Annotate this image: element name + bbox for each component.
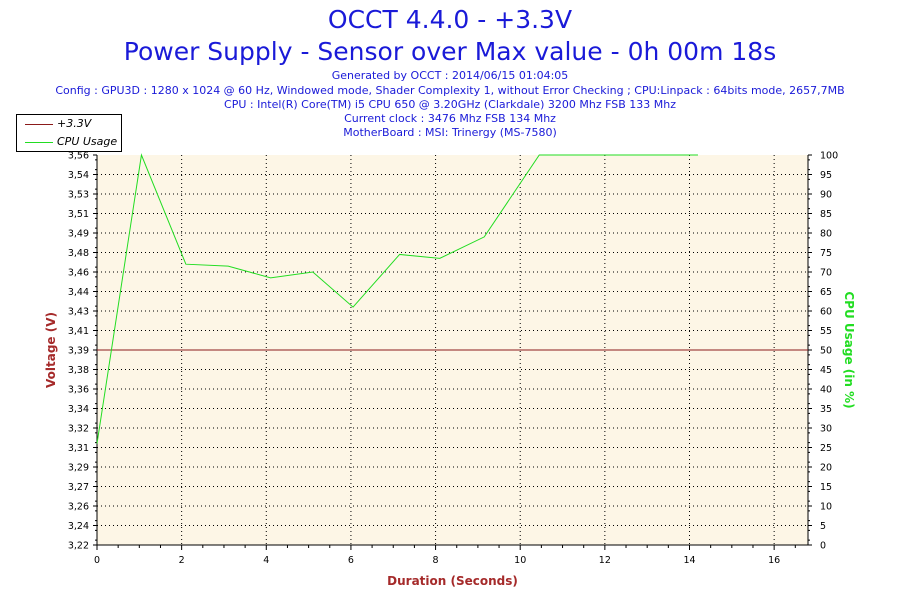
y-left-tick-label: 3,48 [68,248,89,259]
y-left-tick-label: 3,56 [68,151,89,162]
y-right-tick-label: 5 [820,521,826,532]
y-left-tick-label: 3,46 [68,268,89,279]
y-left-tick-label: 3,38 [68,365,89,376]
y-left-tick-label: 3,34 [68,404,89,415]
y-left-tick-label: 3,43 [68,307,89,318]
info-line: CPU : Intel(R) Core(TM) i5 CPU 650 @ 3.2… [224,98,676,111]
y-left-tick-label: 3,32 [68,424,89,435]
x-axis-label: Duration (Seconds) [387,574,518,588]
y-left-tick-label: 3,26 [68,502,89,513]
y-right-tick-label: 20 [820,463,832,474]
y-right-tick-label: 15 [820,482,832,493]
y-right-tick-label: 10 [820,502,832,513]
info-line: Config : GPU3D : 1280 x 1024 @ 60 Hz, Wi… [55,84,845,97]
y-left-tick-label: 3,54 [68,170,89,181]
y-right-tick-label: 60 [820,307,832,318]
y-left-tick-label: 3,24 [68,521,89,532]
legend: +3.3V CPU Usage [16,114,122,152]
x-tick-label: 2 [179,555,185,566]
y-right-tick-label: 65 [820,287,832,298]
legend-swatch-cpu [25,142,53,143]
y-left-tick-label: 3,41 [68,326,89,337]
x-tick-label: 0 [94,555,100,566]
y-right-axis-label: CPU Usage (in %) [842,291,856,408]
x-tick-label: 10 [514,555,526,566]
y-right-tick-label: 40 [820,385,832,396]
x-tick-label: 6 [348,555,354,566]
x-tick-label: 8 [433,555,439,566]
y-right-tick-label: 80 [820,229,832,240]
x-tick-label: 14 [683,555,695,566]
chart-subtitle: Power Supply - Sensor over Max value - 0… [123,37,777,66]
y-right-tick-label: 35 [820,404,832,415]
y-left-tick-label: 3,44 [68,287,89,298]
info-line: Generated by OCCT : 2014/06/15 01:04:05 [331,69,569,82]
y-right-tick-label: 45 [820,365,832,376]
y-right-tick-label: 55 [820,326,832,337]
series-cpu-usage-line [96,153,698,444]
y-right-tick-label: 90 [820,190,832,201]
y-left-tick-label: 3,53 [68,190,89,201]
y-right-tick-label: 95 [820,170,832,181]
y-right-tick-label: 30 [820,424,832,435]
x-tick-label: 4 [263,555,269,566]
legend-item-voltage: +3.3V [17,116,121,132]
y-left-tick-label: 3,22 [68,541,89,552]
y-right-tick-label: 50 [820,346,832,357]
legend-label-voltage: +3.3V [57,117,92,130]
legend-swatch-voltage [25,124,53,125]
chart-title: OCCT 4.4.0 - +3.3V [327,5,573,34]
legend-label-cpu: CPU Usage [57,135,118,148]
y-left-tick-label: 3,51 [68,209,89,220]
y-right-tick-label: 85 [820,209,832,220]
x-tick-label: 16 [768,555,780,566]
y-left-tick-label: 3,39 [68,346,89,357]
x-tick-label: 12 [599,555,611,566]
y-right-tick-label: 75 [820,248,832,259]
y-right-tick-label: 100 [820,151,838,162]
y-left-tick-label: 3,31 [68,443,89,454]
y-right-tick-label: 70 [820,268,832,279]
y-right-tick-label: 0 [820,541,826,552]
y-left-tick-label: 3,29 [68,463,89,474]
info-line: Current clock : 3476 Mhz FSB 134 Mhz [344,112,556,125]
y-left-tick-label: 3,49 [68,229,89,240]
info-line: MotherBoard : MSI: Trinergy (MS-7580) [343,126,557,139]
y-left-axis-label: Voltage (V) [44,312,58,388]
y-right-tick-label: 25 [820,443,832,454]
y-left-tick-label: 3,36 [68,385,89,396]
y-left-tick-label: 3,27 [68,482,89,493]
legend-item-cpu: CPU Usage [17,134,121,150]
